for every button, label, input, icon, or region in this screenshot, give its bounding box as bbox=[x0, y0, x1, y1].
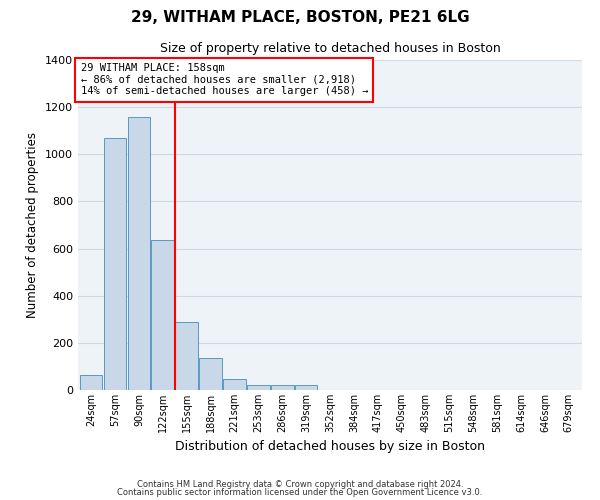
Bar bbox=[271, 386, 293, 390]
Bar bbox=[128, 116, 150, 390]
Bar bbox=[247, 386, 269, 390]
Bar bbox=[175, 322, 198, 390]
Text: Contains HM Land Registry data © Crown copyright and database right 2024.: Contains HM Land Registry data © Crown c… bbox=[137, 480, 463, 489]
Bar bbox=[151, 240, 174, 390]
Bar bbox=[223, 378, 246, 390]
Text: 29, WITHAM PLACE, BOSTON, PE21 6LG: 29, WITHAM PLACE, BOSTON, PE21 6LG bbox=[131, 10, 469, 25]
Bar bbox=[104, 138, 127, 390]
Text: Contains public sector information licensed under the Open Government Licence v3: Contains public sector information licen… bbox=[118, 488, 482, 497]
Bar bbox=[199, 358, 222, 390]
Y-axis label: Number of detached properties: Number of detached properties bbox=[26, 132, 40, 318]
Bar bbox=[295, 386, 317, 390]
Text: 29 WITHAM PLACE: 158sqm
← 86% of detached houses are smaller (2,918)
14% of semi: 29 WITHAM PLACE: 158sqm ← 86% of detache… bbox=[80, 64, 368, 96]
Bar bbox=[80, 374, 103, 390]
X-axis label: Distribution of detached houses by size in Boston: Distribution of detached houses by size … bbox=[175, 440, 485, 454]
Title: Size of property relative to detached houses in Boston: Size of property relative to detached ho… bbox=[160, 42, 500, 54]
